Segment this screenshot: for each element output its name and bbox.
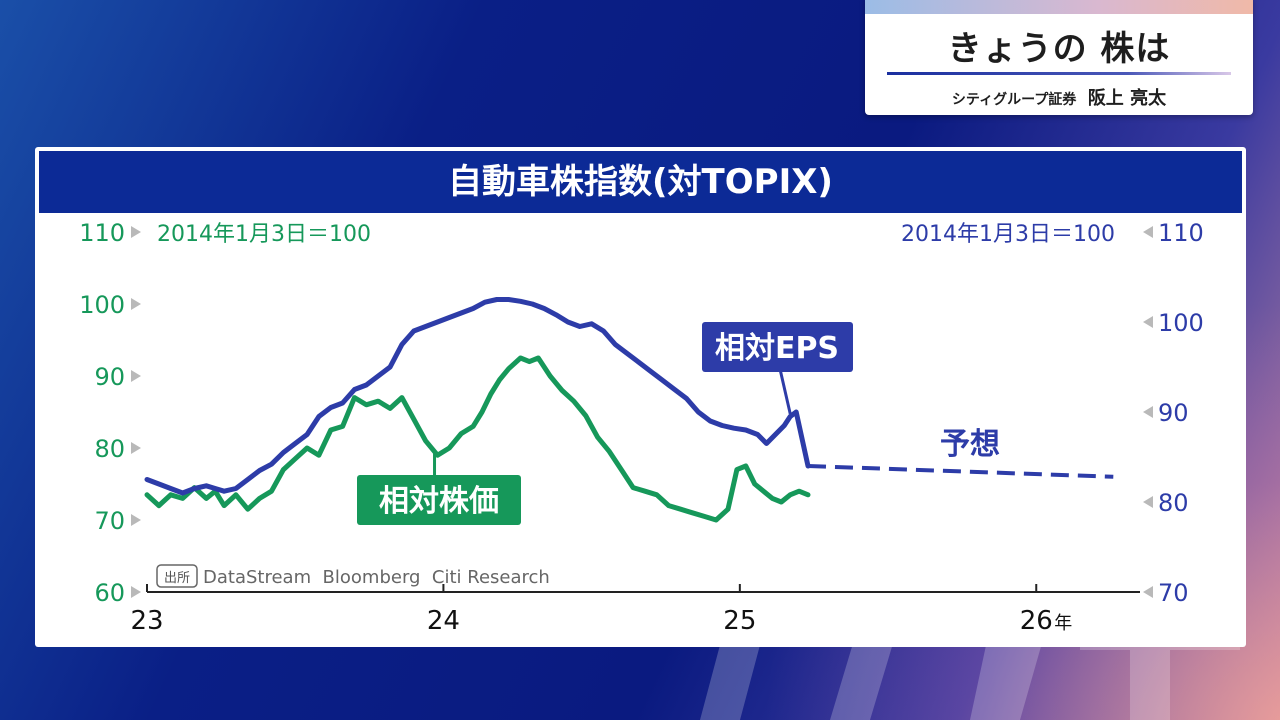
annotation-box bbox=[702, 322, 853, 372]
annotation-box bbox=[357, 475, 521, 525]
guest-company: シティグループ証券 bbox=[951, 92, 1077, 108]
x-tick-label: 23 bbox=[130, 606, 163, 636]
chart-title: 自動車株指数(対TOPIX) bbox=[39, 151, 1242, 213]
left-tick-label: 80 bbox=[94, 435, 125, 463]
right-tick-marker bbox=[1143, 226, 1153, 238]
chart-panel: 自動車株指数(対TOPIX) 60 70 80 90 100 110 70 80 90 100 11… bbox=[35, 147, 1246, 647]
x-axis-unit: 年 bbox=[1054, 613, 1072, 634]
program-title-card: きょうの 株は シティグループ証券 阪上 亮太 bbox=[865, 0, 1253, 115]
left-tick-marker bbox=[131, 514, 141, 526]
guest-caption: シティグループ証券 阪上 亮太 bbox=[865, 84, 1253, 110]
right-tick-label: 80 bbox=[1158, 489, 1189, 517]
series-line bbox=[144, 297, 811, 496]
left-tick-label: 90 bbox=[94, 363, 125, 391]
title-card-stripe bbox=[865, 0, 1253, 14]
source-tag-box bbox=[156, 564, 198, 588]
guest-name: 阪上 亮太 bbox=[1087, 88, 1167, 109]
series-line bbox=[807, 464, 1114, 479]
left-tick-label: 100 bbox=[79, 291, 125, 319]
right-tick-marker bbox=[1143, 406, 1153, 418]
left-tick-marker bbox=[131, 370, 141, 382]
right-tick-label: 110 bbox=[1158, 219, 1204, 247]
right-tick-label: 100 bbox=[1158, 309, 1204, 337]
annotation-label: 相対EPS bbox=[715, 331, 839, 366]
x-tick-label: 24 bbox=[427, 606, 460, 636]
right-tick-marker bbox=[1143, 496, 1153, 508]
chart-svg: 60 70 80 90 100 110 70 80 90 100 110 2014年1月3日＝100 2… bbox=[79, 219, 1204, 636]
left-tick-label: 70 bbox=[94, 507, 125, 535]
x-tick-label: 26 bbox=[1020, 606, 1053, 636]
left-tick-label: 110 bbox=[79, 219, 125, 247]
title-divider bbox=[887, 72, 1231, 75]
series-line bbox=[144, 355, 811, 523]
left-tick-marker bbox=[131, 298, 141, 310]
right-tick-marker bbox=[1143, 586, 1153, 598]
left-tick-marker bbox=[131, 442, 141, 454]
annotation-label: 予想 bbox=[940, 427, 1000, 462]
annotation-label: 相対株価 bbox=[379, 484, 499, 519]
program-title: きょうの 株は bbox=[947, 29, 1171, 69]
source-text: DataStream Bloomberg Citi Research bbox=[203, 567, 550, 588]
left-axis-label: 2014年1月3日＝100 bbox=[157, 222, 371, 247]
left-tick-label: 60 bbox=[94, 579, 125, 607]
source-tag: 出所 bbox=[164, 571, 190, 586]
left-tick-marker bbox=[131, 226, 141, 238]
right-tick-label: 90 bbox=[1158, 399, 1189, 427]
annotation-pointer bbox=[778, 368, 792, 415]
left-tick-marker bbox=[131, 586, 141, 598]
right-axis-label: 2014年1月3日＝100 bbox=[901, 222, 1115, 247]
x-tick-label: 25 bbox=[723, 606, 756, 636]
right-tick-label: 70 bbox=[1158, 579, 1189, 607]
right-tick-marker bbox=[1143, 316, 1153, 328]
